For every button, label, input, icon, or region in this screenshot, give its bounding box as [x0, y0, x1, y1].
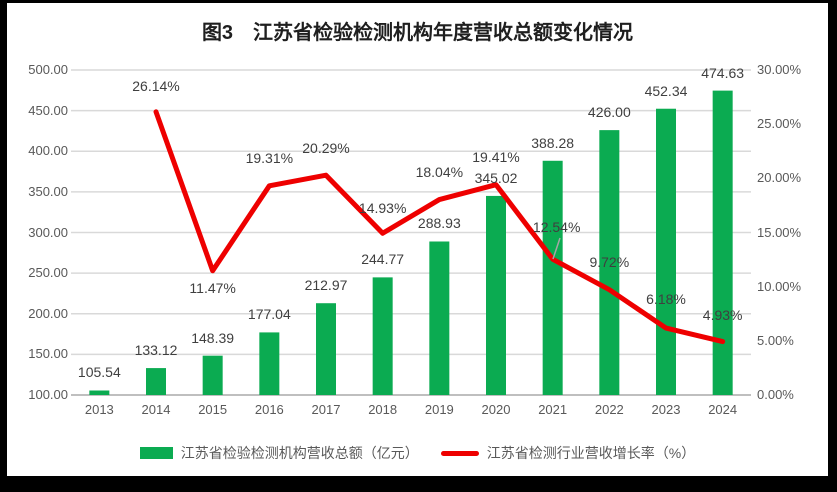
- revenue-bar: [372, 277, 393, 395]
- revenue-bar: [656, 108, 676, 395]
- y-axis-right-tick-label: 20.00%: [757, 170, 802, 186]
- legend-label-revenue: 江苏省检验检测机构营收总额（亿元）: [180, 445, 419, 461]
- y-axis-left-tick-label: 450.00: [28, 102, 68, 118]
- bar-value-label: 426.00: [587, 104, 631, 121]
- revenue-bar: [712, 90, 733, 395]
- line-value-label: 9.72%: [589, 253, 630, 270]
- revenue-bar: [259, 332, 280, 395]
- x-axis-label: 2017: [311, 402, 341, 417]
- x-axis-label: 2015: [198, 402, 228, 417]
- revenue-bar: [599, 130, 620, 395]
- bar-value-label: 212.97: [304, 277, 348, 294]
- line-value-label: 18.04%: [415, 163, 464, 180]
- leader-line: [552, 237, 561, 260]
- line-value-label: 6.18%: [646, 291, 686, 308]
- line-series-swatch: [440, 450, 479, 456]
- legend-item-revenue: 江苏省检验检测机构营收总额（亿元）: [139, 443, 419, 463]
- bar-value-label: 388.28: [531, 134, 575, 151]
- y-axis-left-tick-label: 500.00: [28, 62, 68, 77]
- line-value-label: 19.31%: [245, 149, 294, 166]
- revenue-bar: [146, 368, 166, 395]
- plot-area: [71, 69, 751, 396]
- x-axis-label: 2023: [651, 402, 681, 417]
- bar-series-swatch: [139, 447, 173, 459]
- y-axis-right-tick-label: 25.00%: [757, 116, 802, 132]
- x-axis-label: 2016: [254, 402, 284, 417]
- y-axis-right-tick-label: 10.00%: [757, 278, 802, 294]
- y-axis-right-tick-label: 15.00%: [757, 224, 802, 240]
- y-axis-left-tick-label: 150.00: [28, 346, 68, 362]
- y-axis-left-tick-label: 200.00: [28, 305, 68, 321]
- line-value-label: 20.29%: [302, 140, 350, 157]
- revenue-bar: [429, 241, 450, 395]
- line-value-label: 12.54%: [532, 219, 581, 236]
- bar-value-label: 288.93: [417, 215, 461, 232]
- x-axis-label: 2021: [538, 402, 568, 417]
- y-axis-left-tick-label: 250.00: [28, 265, 68, 281]
- bar-value-label: 452.34: [644, 82, 688, 99]
- y-axis-left-tick-label: 300.00: [28, 224, 68, 240]
- legend-item-growth: 江苏省检测行业营收增长率（%）: [440, 443, 696, 463]
- x-axis-label: 2018: [368, 402, 398, 417]
- line-value-label: 11.47%: [189, 279, 236, 296]
- x-axis-label: 2022: [594, 402, 624, 417]
- y-axis-right-tick-label: 0.00%: [757, 387, 794, 402]
- line-value-label: 4.93%: [702, 306, 743, 323]
- x-axis-label: 2013: [84, 402, 114, 417]
- line-value-label: 26.14%: [132, 77, 180, 94]
- revenue-bar: [542, 160, 563, 395]
- chart-title: 图3 江苏省检验检测机构年度营收总额变化情况: [201, 22, 634, 44]
- x-axis-label: 2024: [708, 402, 738, 417]
- bar-value-label: 345.02: [474, 169, 518, 186]
- y-axis-left-tick-label: 100.00: [28, 387, 68, 402]
- y-axis-right-tick-label: 5.00%: [757, 332, 794, 348]
- y-axis-left-tick-label: 350.00: [28, 183, 68, 199]
- bar-value-label: 177.04: [247, 306, 291, 323]
- line-value-label: 14.93%: [358, 200, 407, 217]
- revenue-bar: [316, 303, 336, 395]
- legend-label-growth: 江苏省检测行业营收增长率（%）: [486, 445, 696, 461]
- legend: 江苏省检验检测机构营收总额（亿元） 江苏省检测行业营收增长率（%）: [7, 443, 828, 463]
- x-axis-label: 2019: [424, 402, 454, 417]
- revenue-bar: [486, 195, 506, 395]
- chart-panel: 图3 江苏省检验检测机构年度营收总额变化情况 江苏省检验检测机构营收总额（亿元）…: [7, 3, 828, 476]
- bar-value-label: 105.54: [77, 364, 121, 381]
- bar-value-label: 474.63: [701, 64, 745, 81]
- x-axis-label: 2020: [481, 402, 511, 417]
- x-axis-label: 2014: [141, 402, 171, 417]
- growth-line: [153, 109, 726, 345]
- line-value-label: 19.41%: [472, 148, 520, 165]
- revenue-bar: [202, 355, 223, 395]
- revenue-bar: [89, 390, 110, 395]
- bar-value-label: 133.12: [134, 342, 178, 359]
- bar-value-label: 244.77: [361, 251, 405, 268]
- bar-value-label: 148.39: [191, 329, 235, 346]
- y-axis-right-tick-label: 30.00%: [757, 62, 802, 77]
- y-axis-left-tick-label: 400.00: [28, 143, 68, 159]
